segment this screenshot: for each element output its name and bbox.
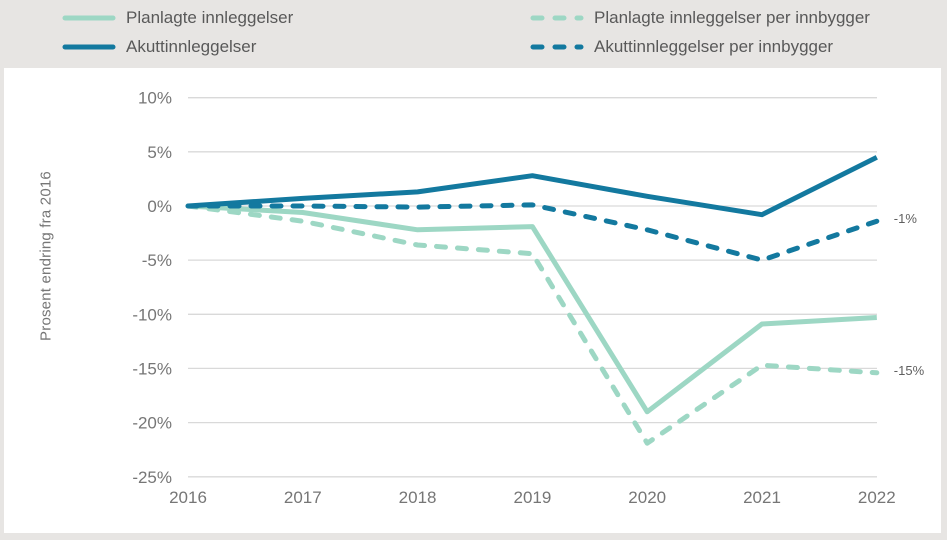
y-tick-label: 5% xyxy=(147,143,172,162)
series-line-2 xyxy=(187,155,878,218)
legend-item-planlagte-innleggelser: Planlagte innleggelser xyxy=(62,8,293,28)
legend-swatch-dashed-light xyxy=(530,15,584,21)
legend-label: Akuttinnleggelser per innbygger xyxy=(594,37,834,56)
legend-label: Akuttinnleggelser xyxy=(126,37,257,56)
y-tick-label: -5% xyxy=(142,251,172,270)
series-end-label: -15% xyxy=(894,363,925,378)
legend-label: Planlagte innleggelser per innbygger xyxy=(594,8,870,27)
legend-swatch-solid-light xyxy=(62,15,116,21)
series-line-3 xyxy=(185,202,880,263)
x-tick-label: 2016 xyxy=(169,488,207,507)
y-tick-label: -25% xyxy=(132,468,172,487)
legend-item-akutt-per-innbygger: Akuttinnleggelser per innbygger xyxy=(530,37,833,57)
x-tick-label: 2020 xyxy=(628,488,666,507)
y-tick-label: 10% xyxy=(138,89,172,108)
x-tick-label: 2017 xyxy=(284,488,322,507)
series-line-0 xyxy=(187,203,877,415)
series-line-1 xyxy=(185,203,880,446)
legend-label: Planlagte innleggelser xyxy=(126,8,294,27)
legend-swatch-solid-dark xyxy=(62,44,116,50)
x-tick-label: 2022 xyxy=(858,488,896,507)
y-tick-label: -15% xyxy=(132,359,172,378)
x-tick-label: 2019 xyxy=(513,488,551,507)
plot-panel xyxy=(4,68,941,533)
legend-item-akuttinnleggelser: Akuttinnleggelser xyxy=(62,37,256,57)
x-tick-label: 2018 xyxy=(399,488,437,507)
legend-item-planlagte-per-innbygger: Planlagte innleggelser per innbygger xyxy=(530,8,870,28)
series-end-label: -1% xyxy=(894,211,918,226)
x-tick-label: 2021 xyxy=(743,488,781,507)
y-tick-label: -10% xyxy=(132,305,172,324)
y-tick-label: -20% xyxy=(132,414,172,433)
y-tick-label: 0% xyxy=(147,197,172,216)
legend-swatch-dashed-dark xyxy=(530,44,584,50)
